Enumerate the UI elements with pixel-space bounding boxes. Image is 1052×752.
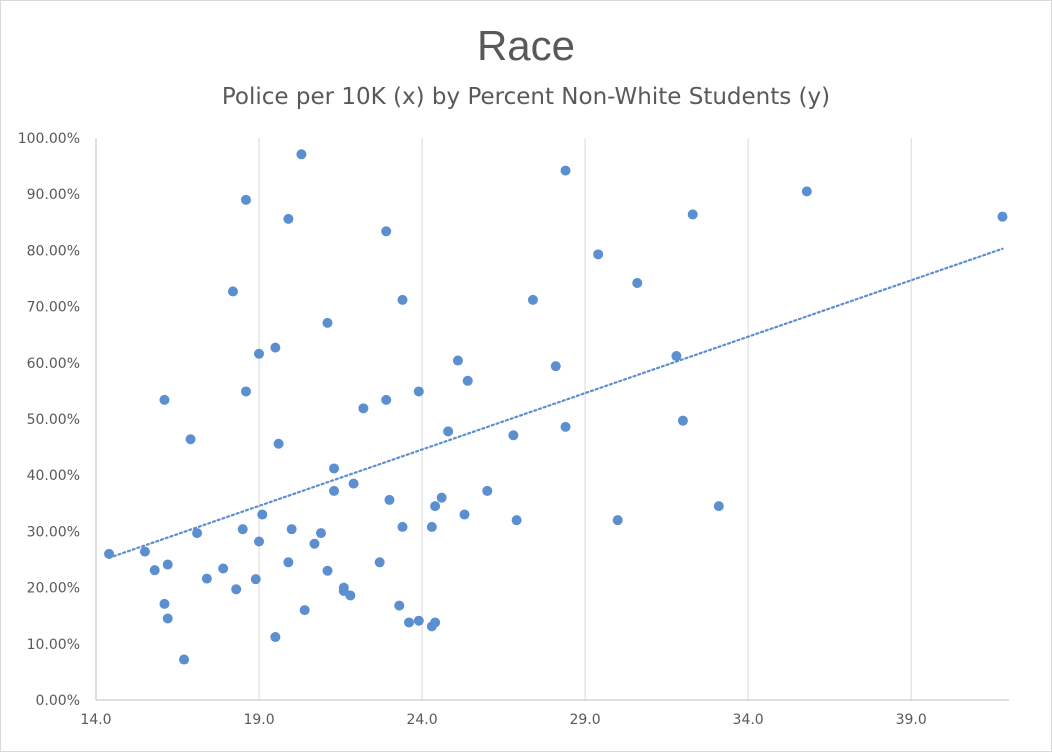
data-point — [179, 654, 190, 665]
x-tick-label: 24.0 — [406, 712, 437, 728]
chart-subtitle: Police per 10K (x) by Percent Non-White … — [221, 84, 831, 110]
data-point — [139, 546, 150, 557]
data-point — [677, 415, 688, 426]
x-tick-label: 34.0 — [733, 712, 764, 728]
data-point — [397, 521, 408, 532]
data-point — [671, 351, 682, 362]
data-point — [149, 565, 160, 576]
data-point — [452, 355, 463, 366]
data-point — [250, 574, 261, 585]
data-point — [257, 509, 268, 520]
axes — [95, 138, 1009, 701]
data-point — [713, 501, 724, 512]
x-tick-label: 39.0 — [896, 712, 927, 728]
data-point — [426, 521, 437, 532]
data-point — [413, 615, 424, 626]
y-tick-label: 90.00% — [27, 187, 80, 203]
data-point — [482, 485, 493, 496]
x-tick-label: 19.0 — [243, 712, 274, 728]
y-tick-label: 60.00% — [27, 356, 80, 372]
data-point — [329, 485, 340, 496]
gridlines — [258, 138, 912, 700]
data-point — [459, 509, 470, 520]
data-point — [231, 584, 242, 595]
data-point — [296, 149, 307, 160]
data-point — [270, 632, 281, 643]
x-tick-label: 14.0 — [80, 712, 111, 728]
tick-labels: 14.0 19.0 24.0 29.0 34.0 39.0 0.00% 10.00% 20.00… — [18, 131, 927, 728]
y-tick-label: 50.00% — [27, 412, 80, 428]
data-point — [560, 165, 571, 176]
data-point — [687, 209, 698, 220]
data-point — [240, 386, 251, 397]
data-point — [612, 515, 623, 526]
data-point — [322, 317, 333, 328]
data-point — [381, 394, 392, 405]
data-point — [394, 600, 405, 611]
data-points — [104, 149, 1008, 665]
data-point — [240, 194, 251, 205]
data-point — [286, 524, 297, 535]
data-point — [593, 249, 604, 260]
data-point — [329, 463, 340, 474]
chart-title: Race — [476, 22, 576, 69]
data-point — [550, 361, 561, 372]
data-point — [801, 186, 812, 197]
trendline-layer — [107, 247, 1004, 559]
data-point — [201, 573, 212, 584]
data-point — [322, 565, 333, 576]
data-point — [273, 438, 284, 449]
data-point — [397, 294, 408, 305]
data-point — [185, 434, 196, 445]
y-tick-label: 100.00% — [18, 131, 80, 147]
data-point — [192, 528, 203, 539]
data-point — [430, 617, 441, 628]
data-point — [413, 386, 424, 397]
data-point — [254, 348, 265, 359]
y-tick-label: 20.00% — [27, 581, 80, 597]
data-point — [384, 494, 395, 505]
data-point — [237, 524, 248, 535]
data-point — [430, 501, 441, 512]
data-point — [270, 342, 281, 353]
y-tick-label: 80.00% — [27, 243, 80, 259]
data-point — [436, 492, 447, 503]
y-tick-label: 0.00% — [36, 693, 80, 709]
data-point — [462, 375, 473, 386]
y-tick-label: 40.00% — [27, 468, 80, 484]
trendline — [107, 247, 1004, 559]
data-point — [508, 430, 519, 441]
data-point — [162, 613, 173, 624]
data-point — [104, 548, 115, 559]
data-point — [159, 394, 170, 405]
data-point — [997, 211, 1008, 222]
data-point — [358, 403, 369, 414]
data-point — [443, 426, 454, 437]
data-point — [315, 528, 326, 539]
data-point — [283, 557, 294, 568]
data-point — [345, 590, 356, 601]
data-point — [560, 421, 571, 432]
data-point — [218, 563, 229, 574]
data-point — [227, 286, 238, 297]
data-point — [159, 598, 170, 609]
data-point — [374, 557, 385, 568]
data-point — [254, 536, 265, 547]
x-tick-label: 29.0 — [570, 712, 601, 728]
data-point — [511, 515, 522, 526]
data-point — [283, 213, 294, 224]
data-point — [348, 478, 359, 489]
data-point — [309, 538, 320, 549]
data-point — [162, 559, 173, 570]
data-point — [299, 605, 310, 616]
y-tick-label: 30.00% — [27, 524, 80, 540]
data-point — [381, 226, 392, 237]
y-tick-label: 10.00% — [27, 637, 80, 653]
data-point — [527, 294, 538, 305]
y-tick-label: 70.00% — [27, 300, 80, 316]
data-point — [632, 277, 643, 288]
data-point — [404, 617, 415, 628]
